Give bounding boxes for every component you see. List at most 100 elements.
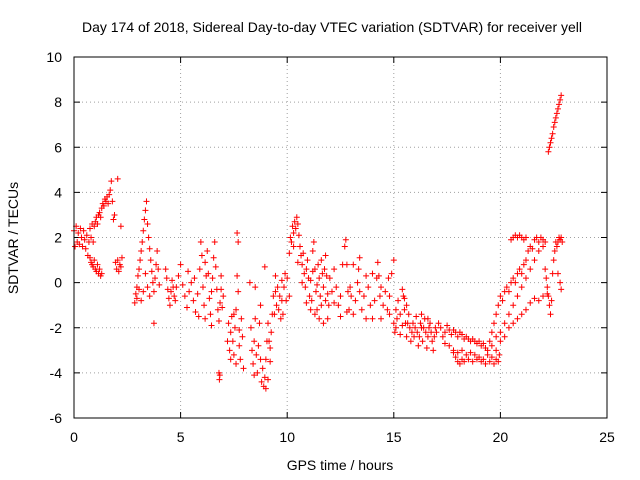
data-point xyxy=(226,347,233,354)
data-point xyxy=(399,322,406,329)
data-point xyxy=(88,234,95,241)
data-point xyxy=(317,293,324,300)
data-point xyxy=(371,297,378,304)
data-point xyxy=(288,239,295,246)
data-point xyxy=(148,268,155,275)
data-point xyxy=(456,360,463,367)
data-point xyxy=(496,351,503,358)
y-tick-label: 8 xyxy=(54,94,62,110)
data-point xyxy=(522,275,529,282)
data-point xyxy=(491,320,498,327)
data-point xyxy=(172,297,179,304)
data-point xyxy=(291,218,298,225)
data-point xyxy=(307,277,314,284)
data-point xyxy=(215,317,222,324)
data-point xyxy=(363,272,370,279)
data-point xyxy=(186,288,193,295)
x-tick-label: 5 xyxy=(177,429,185,445)
data-point xyxy=(405,311,412,318)
data-point xyxy=(550,257,557,264)
data-point xyxy=(407,338,414,345)
data-point xyxy=(390,257,397,264)
data-point xyxy=(77,225,84,232)
data-point xyxy=(235,239,242,246)
data-point xyxy=(218,286,225,293)
data-point xyxy=(420,324,427,331)
data-point xyxy=(310,239,317,246)
data-point xyxy=(376,293,383,300)
data-point xyxy=(138,297,145,304)
data-point xyxy=(81,236,88,243)
data-point xyxy=(551,119,558,126)
data-point xyxy=(505,311,512,318)
data-point xyxy=(91,223,98,230)
y-tick-label: -2 xyxy=(50,320,63,336)
data-point xyxy=(324,315,331,322)
data-point xyxy=(309,268,316,275)
data-point xyxy=(529,245,536,252)
data-point xyxy=(514,315,521,322)
data-point xyxy=(257,302,264,309)
data-point xyxy=(272,288,279,295)
data-point xyxy=(94,261,101,268)
data-point xyxy=(552,114,559,121)
data-point xyxy=(367,302,374,309)
data-point xyxy=(375,272,382,279)
data-point xyxy=(341,243,348,250)
data-point xyxy=(208,288,215,295)
data-point xyxy=(111,211,118,218)
data-point xyxy=(181,293,188,300)
data-point xyxy=(380,302,387,309)
data-point xyxy=(430,347,437,354)
data-point xyxy=(414,329,421,336)
data-point xyxy=(397,311,404,318)
data-point xyxy=(137,257,144,264)
data-point xyxy=(94,220,101,227)
data-point xyxy=(323,272,330,279)
data-point xyxy=(547,139,554,146)
data-point xyxy=(417,320,424,327)
data-point xyxy=(452,354,459,361)
data-point xyxy=(276,293,283,300)
data-point xyxy=(274,284,281,291)
data-point xyxy=(335,302,342,309)
data-point xyxy=(461,358,468,365)
y-tick-label: 4 xyxy=(54,184,62,200)
data-point xyxy=(514,293,521,300)
data-point xyxy=(296,243,303,250)
data-point xyxy=(279,311,286,318)
data-point xyxy=(233,306,240,313)
data-point xyxy=(239,333,246,340)
data-point xyxy=(144,220,151,227)
data-point xyxy=(374,259,381,266)
data-point xyxy=(558,286,565,293)
data-point xyxy=(267,345,274,352)
data-point xyxy=(518,311,525,318)
data-point xyxy=(369,270,376,277)
data-point xyxy=(106,191,113,198)
data-point xyxy=(356,254,363,261)
data-point xyxy=(82,245,89,252)
data-point xyxy=(454,333,461,340)
data-point xyxy=(259,365,266,372)
data-point xyxy=(497,293,504,300)
data-point xyxy=(463,351,470,358)
data-point xyxy=(386,311,393,318)
data-point xyxy=(219,304,226,311)
data-point xyxy=(378,284,385,291)
data-point xyxy=(265,376,272,383)
data-point xyxy=(114,175,121,182)
data-point xyxy=(314,281,321,288)
data-point xyxy=(325,302,332,309)
data-point xyxy=(303,266,310,273)
data-point xyxy=(199,284,206,291)
data-point xyxy=(164,286,171,293)
data-point xyxy=(286,250,293,257)
data-point xyxy=(175,272,182,279)
data-point xyxy=(154,248,161,255)
data-point xyxy=(486,358,493,365)
data-point xyxy=(166,302,173,309)
data-point xyxy=(76,241,83,248)
x-tick-label: 20 xyxy=(493,429,509,445)
data-point xyxy=(299,279,306,286)
